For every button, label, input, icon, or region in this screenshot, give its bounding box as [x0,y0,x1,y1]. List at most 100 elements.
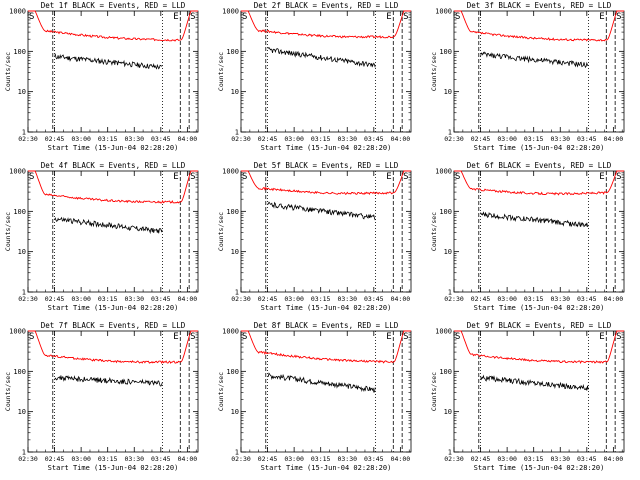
events-series-line [480,211,589,228]
saa-marker-label: E [386,332,391,342]
saa-marker-label: E [599,172,604,182]
x-tick-label: 03:15 [524,135,544,143]
saa-marker-label: E [386,12,391,22]
detector-chart: Det 6f BLACK = Events, RED = LLD 1 10 100 10… [430,161,625,312]
y-tick-label: 1 [22,449,26,457]
saa-marker-label: E [599,332,604,342]
events-series-line [54,53,163,70]
x-tick-label: 04:00 [178,135,198,143]
x-tick-label: 03:00 [497,295,517,303]
saa-marker-label: S [616,172,621,182]
x-tick-label: 03:30 [337,455,357,463]
x-tick-label: 03:45 [364,455,384,463]
x-tick-label: 03:45 [577,295,597,303]
y-tick-label: 1000 [222,8,239,16]
y-axis-label: Counts/sec [217,52,225,91]
x-tick-label: 03:15 [524,455,544,463]
lld-series-line [454,170,624,196]
saa-marker-label: S [455,332,460,342]
x-tick-label: 03:30 [550,455,570,463]
y-tick-label: 10 [444,408,452,416]
x-tick-label: 03:15 [98,295,118,303]
saa-marker-label: S [403,172,408,182]
detector-panel: Det 9f BLACK = Events, RED = LLD 1 10 100 10… [426,320,639,480]
x-tick-label: 02:30 [18,295,38,303]
x-tick-label: 02:45 [471,135,491,143]
y-tick-label: 100 [439,208,452,216]
x-tick-label: 02:30 [18,135,38,143]
x-tick-label: 02:45 [471,295,491,303]
lld-series-line [28,10,198,42]
y-tick-label: 1000 [435,8,452,16]
detector-panel: Det 1f BLACK = Events, RED = LLD 1 10 100 10… [0,0,213,160]
lld-series-line [241,10,411,39]
chart-title: Det 7f BLACK = Events, RED = LLD [41,321,186,330]
y-tick-label: 10 [231,248,239,256]
y-tick-label: 1000 [9,168,26,176]
x-tick-label: 03:15 [311,135,331,143]
chart-title: Det 2f BLACK = Events, RED = LLD [254,1,399,10]
detector-panel: Det 7f BLACK = Events, RED = LLD 1 10 100 10… [0,320,213,480]
chart-title: Det 5f BLACK = Events, RED = LLD [254,161,399,170]
events-series-line [480,374,589,391]
x-tick-label: 03:45 [364,295,384,303]
x-tick-label: 02:30 [444,135,464,143]
x-tick-label: 03:15 [311,455,331,463]
y-tick-label: 10 [444,88,452,96]
y-tick-label: 1 [235,289,239,297]
plot-frame [27,10,199,133]
y-axis-label: Counts/sec [430,372,438,411]
lld-series-line [241,170,411,196]
x-tick-label: 03:30 [550,135,570,143]
x-axis-label: Start Time (15-Jun-04 02:28:20) [261,144,392,152]
saa-marker-label: E [599,12,604,22]
y-axis-label: Counts/sec [4,212,12,251]
y-tick-label: 100 [13,368,26,376]
x-axis-label: Start Time (15-Jun-04 02:28:20) [48,304,179,312]
chart-title: Det 6f BLACK = Events, RED = LLD [467,161,612,170]
x-tick-label: 04:00 [391,455,411,463]
x-tick-label: 03:30 [124,295,144,303]
x-tick-label: 03:45 [151,295,171,303]
detector-panel: Det 3f BLACK = Events, RED = LLD 1 10 100 10… [426,0,639,160]
y-axis-label: Counts/sec [217,212,225,251]
y-axis-label: Counts/sec [217,372,225,411]
y-tick-label: 1 [235,449,239,457]
y-tick-label: 10 [231,408,239,416]
chart-title: Det 3f BLACK = Events, RED = LLD [467,1,612,10]
saa-marker-label: S [29,12,34,22]
y-tick-label: 100 [226,368,239,376]
saa-marker-label: S [190,12,195,22]
x-tick-label: 02:45 [258,455,278,463]
x-axis-label: Start Time (15-Jun-04 02:28:20) [48,464,179,472]
plot-frame [240,330,412,453]
y-axis-label: Counts/sec [430,52,438,91]
saa-marker-label: S [242,332,247,342]
plot-frame [27,330,199,453]
x-tick-label: 04:00 [391,135,411,143]
detector-panel: Det 6f BLACK = Events, RED = LLD 1 10 100 10… [426,160,639,320]
x-tick-label: 03:00 [71,295,91,303]
x-tick-label: 03:00 [497,135,517,143]
x-tick-label: 03:00 [71,135,91,143]
detector-chart: Det 1f BLACK = Events, RED = LLD 1 10 100 10… [4,1,199,152]
x-tick-label: 04:00 [604,455,624,463]
x-tick-label: 03:00 [284,295,304,303]
saa-marker-label: E [173,172,178,182]
x-tick-label: 02:30 [231,455,251,463]
y-tick-label: 1000 [435,168,452,176]
x-axis-label: Start Time (15-Jun-04 02:28:20) [261,304,392,312]
x-tick-label: 03:15 [98,135,118,143]
detector-panel: Det 2f BLACK = Events, RED = LLD 1 10 100 10… [213,0,426,160]
x-tick-label: 04:00 [604,135,624,143]
saa-marker-label: S [455,12,460,22]
detector-panel: Det 5f BLACK = Events, RED = LLD 1 10 100 10… [213,160,426,320]
y-axis-label: Counts/sec [4,52,12,91]
y-tick-label: 1 [448,289,452,297]
plot-frame [240,170,412,293]
detector-chart: Det 4f BLACK = Events, RED = LLD 1 10 100 10… [4,161,199,312]
x-tick-label: 02:45 [45,135,65,143]
y-tick-label: 1 [22,129,26,137]
x-tick-label: 03:30 [124,455,144,463]
